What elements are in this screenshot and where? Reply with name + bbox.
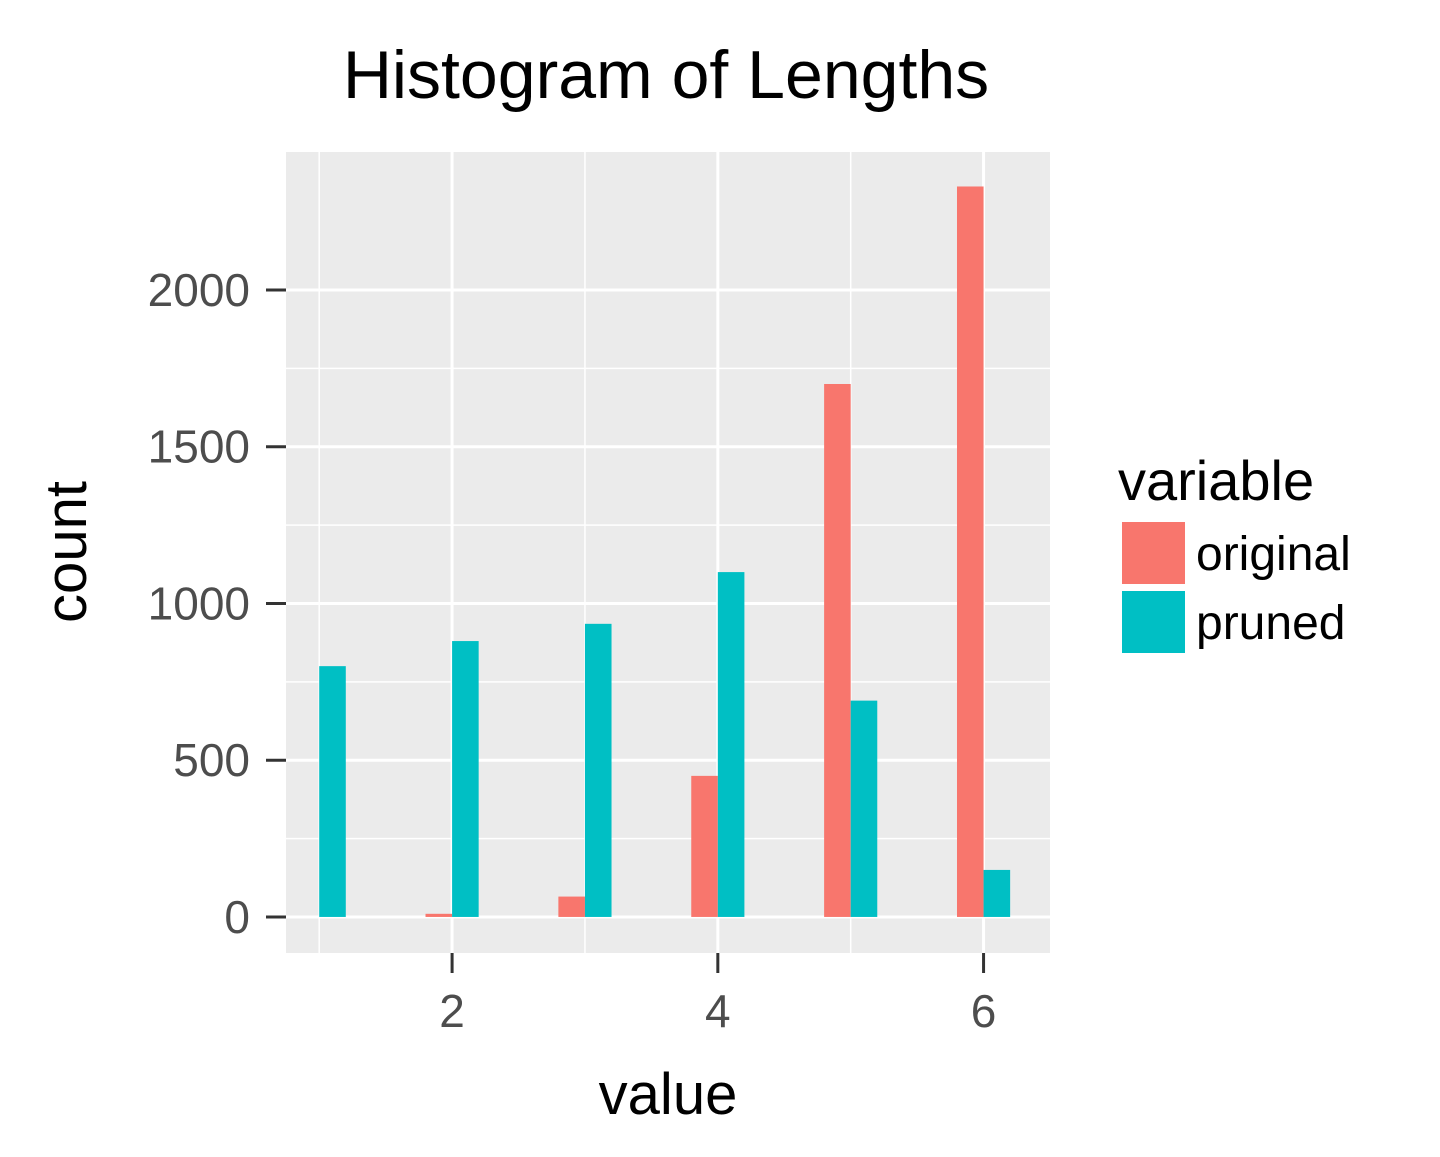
legend-label-pruned: pruned <box>1196 597 1345 650</box>
legend-key-pruned <box>1122 591 1185 653</box>
bar-original <box>558 896 585 917</box>
y-tick-label: 0 <box>224 891 250 943</box>
legend-title: variable <box>1118 449 1314 512</box>
y-tick-label: 500 <box>173 734 250 786</box>
bar-pruned <box>452 641 479 917</box>
plot-panel <box>286 152 1050 953</box>
chart-title: Histogram of Lengths <box>343 37 989 113</box>
bar-pruned <box>584 623 612 917</box>
legend-label-original: original <box>1196 528 1351 581</box>
y-tick-label: 2000 <box>148 264 250 316</box>
bars <box>319 186 1011 917</box>
x-tick-label: 2 <box>439 985 465 1037</box>
y-axis-title: count <box>34 481 99 623</box>
bar-original <box>824 383 851 917</box>
axes: 0 500 1000 1500 2000 2 4 6 <box>148 264 997 1037</box>
bar-original <box>956 186 984 917</box>
bar-pruned <box>850 700 878 917</box>
bar-pruned <box>319 666 346 917</box>
bar-original <box>691 775 718 917</box>
bar-pruned <box>717 572 745 917</box>
legend-key-original <box>1122 522 1185 584</box>
y-tick-label: 1500 <box>148 421 250 473</box>
bar-original <box>425 913 453 917</box>
y-tick-label: 1000 <box>148 577 250 629</box>
x-axis-title: value <box>599 1062 738 1127</box>
bar-pruned <box>983 869 1011 917</box>
x-tick-label: 6 <box>971 985 997 1037</box>
legend: variable original pruned <box>1118 449 1351 653</box>
x-tick-label: 4 <box>705 985 731 1037</box>
